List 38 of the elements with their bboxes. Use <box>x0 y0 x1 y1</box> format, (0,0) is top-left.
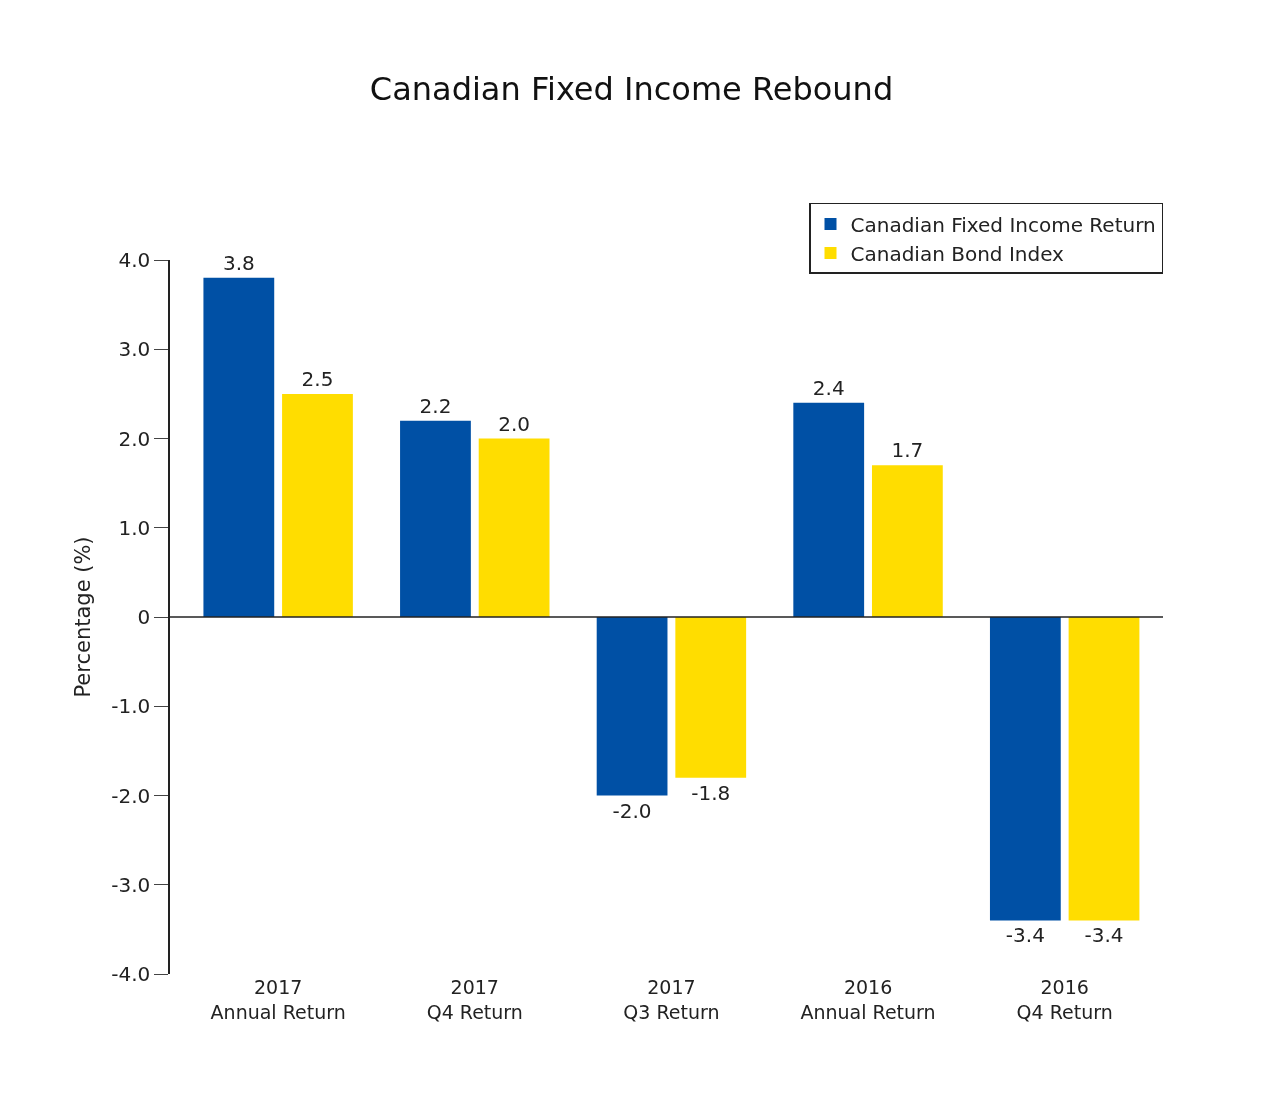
data-label: 2.0 <box>498 411 531 436</box>
y-tick-label: -4.0 <box>111 962 151 986</box>
bar <box>400 420 471 617</box>
x-tick-label: 2017 Q4 Return <box>426 976 523 1023</box>
legend-label: Canadian Fixed Income Return <box>850 212 1156 237</box>
bar <box>989 617 1061 921</box>
data-label: 3.8 <box>222 250 255 275</box>
bar <box>478 438 550 617</box>
data-label: 2.5 <box>301 366 334 391</box>
bar <box>596 617 668 796</box>
bar <box>871 465 943 617</box>
x-tick-label: 2017 Annual Return <box>210 976 346 1023</box>
x-tick-label: 2016 Q4 Return <box>1016 976 1113 1023</box>
y-tick-label: -1.0 <box>111 694 151 719</box>
y-tick-label: -3.0 <box>111 872 151 897</box>
bar <box>203 277 275 617</box>
data-label: -3.4 <box>1084 923 1124 948</box>
data-label: -2.0 <box>612 798 652 823</box>
y-tick-label: 2.0 <box>118 426 151 451</box>
legend-label: Canadian Bond Index <box>850 241 1065 266</box>
y-tick-label: 1.0 <box>118 515 151 540</box>
bar <box>282 393 353 617</box>
chart-title: Canadian Fixed Income Rebound <box>369 69 894 108</box>
x-tick-label: 2016 Annual Return <box>800 976 936 1023</box>
y-axis-title: Percentage (%) <box>70 536 95 698</box>
data-label: -1.8 <box>691 780 731 805</box>
bar <box>1068 617 1140 921</box>
bar <box>675 617 747 778</box>
bar <box>793 402 865 617</box>
y-tick-label: 4.0 <box>118 248 151 272</box>
y-tick-label: 0 <box>137 605 151 629</box>
y-tick-label: 3.0 <box>118 337 151 362</box>
data-label: -3.4 <box>1005 923 1045 948</box>
data-label: 2.4 <box>812 375 845 400</box>
y-tick-label: -2.0 <box>111 783 151 808</box>
data-label: 2.2 <box>419 393 452 418</box>
x-tick-label: 2017 Q3 Return <box>623 976 720 1023</box>
data-label: 1.7 <box>891 438 924 463</box>
